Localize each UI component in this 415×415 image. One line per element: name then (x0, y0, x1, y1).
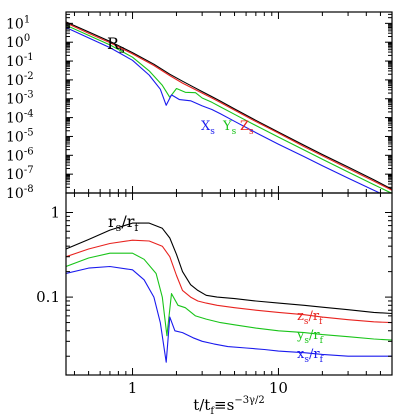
series-line-x (66, 27, 382, 193)
series-line-R (66, 21, 392, 190)
y-tick-label: 10-6 (6, 146, 34, 164)
y-tick-label: 1 (50, 203, 60, 221)
x-axis-label: t/tf≡s−3γ/2 (193, 395, 265, 415)
y-tick-label: 101 (6, 14, 30, 32)
y-tick-label: 10-4 (6, 109, 34, 127)
y-tick-label: 10-3 (6, 90, 34, 108)
y-tick-label: 100 (6, 33, 30, 51)
series-line-x (66, 265, 392, 363)
y-tick-label: 10-1 (6, 52, 34, 70)
series-label-z: zs/rf (297, 309, 323, 327)
series-line-z (66, 239, 392, 324)
y-tick-label: 0.1 (36, 288, 60, 306)
y-tick-label: 10-2 (6, 71, 34, 89)
x-tick-label: 1 (128, 379, 138, 397)
y-tick-label: 10-5 (6, 127, 34, 145)
series-label-y: ys/rf (296, 328, 324, 346)
series-line-y (66, 24, 392, 193)
y-tick-label: 10-7 (6, 165, 34, 183)
series-label-y: Ys (222, 119, 237, 137)
series-label-R: Rs (107, 34, 125, 56)
x-tick-label: 10 (269, 379, 288, 397)
series-label-z: Zs (240, 119, 254, 137)
y-tick-label: 10-8 (6, 184, 34, 202)
series-line-z (66, 22, 392, 191)
series-label-R: rs/rf (108, 212, 139, 234)
bottom-panel-frame (65, 192, 393, 376)
series-label-x: xs/rf (297, 347, 324, 365)
series-line-R (66, 222, 392, 315)
series-label-x: Xs (201, 119, 215, 137)
series-line-y (66, 252, 392, 341)
